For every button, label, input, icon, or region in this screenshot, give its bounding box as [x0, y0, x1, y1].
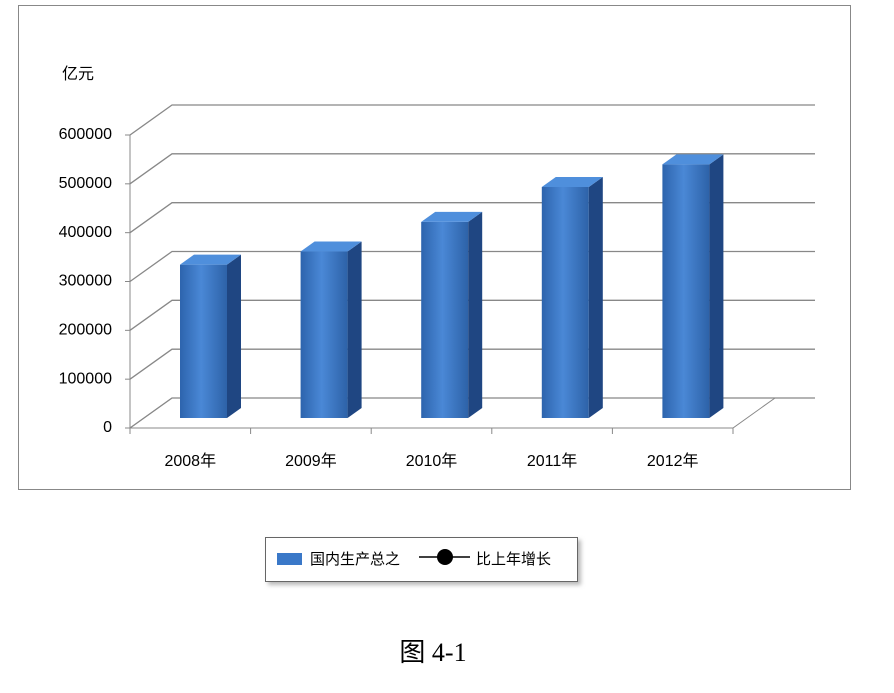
y-tick-label: 600000 — [59, 126, 112, 143]
grid-line — [129, 153, 815, 185]
bar-side — [347, 241, 362, 418]
legend-frame — [265, 537, 578, 582]
bar-front — [421, 221, 469, 418]
bar-side — [588, 176, 603, 418]
bar-top — [662, 154, 724, 165]
y-tick-label: 300000 — [59, 273, 112, 290]
x-tick-label: 2009年 — [285, 452, 337, 470]
bar — [180, 254, 241, 418]
bar-front — [300, 251, 348, 418]
bar-side — [468, 211, 483, 418]
bar-top — [300, 241, 362, 252]
legend-label: 比上年增长 — [476, 551, 551, 568]
x-tick-label: 2008年 — [164, 452, 216, 470]
bar — [421, 211, 483, 418]
y-tick-label: 100000 — [59, 370, 112, 387]
bar — [662, 154, 724, 418]
bar-front — [662, 164, 710, 418]
bar — [300, 241, 362, 418]
y-tick-label: 400000 — [59, 224, 112, 241]
y-tick-label: 0 — [103, 419, 112, 436]
legend-swatch — [277, 553, 302, 565]
bar-front — [180, 264, 227, 418]
legend-label: 国内生产总之 — [310, 551, 400, 568]
bar — [541, 176, 603, 418]
bar-front — [541, 186, 589, 418]
grid-line — [129, 104, 815, 136]
bar-top — [421, 211, 483, 222]
x-tick-label: 2012年 — [647, 452, 699, 470]
bar-top — [180, 254, 241, 265]
y-tick-label: 500000 — [59, 175, 112, 192]
legend: 国内生产总之 比上年增长 — [265, 537, 578, 582]
y-axis-label: 亿元 — [62, 65, 94, 83]
caption: 图 4-1 — [399, 638, 466, 667]
plot-area: 0 100000 200000 300000 400000 500000 600000 200… — [59, 104, 815, 470]
legend-marker — [437, 549, 453, 565]
bar-side — [709, 154, 724, 418]
bar-top — [541, 176, 603, 187]
y-tick-label: 200000 — [59, 322, 112, 339]
x-tick-label: 2010年 — [406, 452, 458, 470]
x-tick-label: 2011年 — [527, 452, 577, 470]
bar-side — [227, 254, 241, 418]
